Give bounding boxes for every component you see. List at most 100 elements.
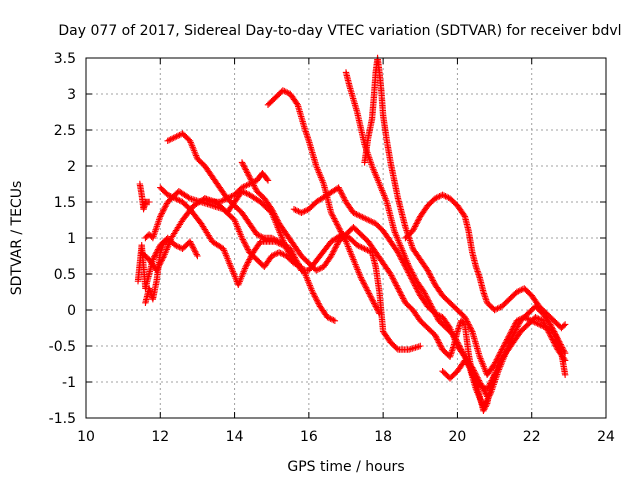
data-point [243,182,250,189]
grid-layer [86,58,606,418]
data-point [429,306,437,313]
data-point [369,297,376,304]
data-point [516,287,524,294]
data-point [174,243,182,250]
data-point [325,314,333,322]
data-point [452,336,460,343]
data-point [288,248,295,255]
data-point [170,134,177,142]
data-point [242,263,249,270]
data-point [433,313,440,320]
data-point [459,349,466,356]
data-point [328,251,336,258]
data-point [246,256,253,263]
data-point [340,234,347,241]
y-tick-label: -0.5 [49,339,76,355]
y-tick-label: 2 [67,159,76,175]
data-point [162,203,169,210]
data-point [330,215,338,222]
data-point [532,319,540,327]
data-point [468,366,475,374]
data-marks [134,54,569,414]
data-point [506,332,513,339]
data-point [366,291,373,299]
data-point [240,162,247,169]
data-point [515,316,522,324]
data-point [423,294,431,301]
data-point [185,194,192,201]
data-point [239,236,246,243]
data-point [362,284,370,291]
data-point [465,321,472,328]
data-point [400,295,407,302]
data-point [247,253,255,260]
data-point [161,204,168,211]
data-point [164,137,171,144]
data-point [336,185,343,193]
data-point [504,336,511,343]
series-track-4 [142,238,171,306]
data-point [355,242,362,250]
data-point [481,404,489,412]
data-point [171,242,179,249]
data-point [176,197,183,204]
data-point [241,182,249,190]
y-tick-label: 2.5 [54,123,76,139]
data-point [415,216,422,223]
data-point [467,325,474,332]
data-point [310,290,317,297]
data-point [457,344,464,352]
data-point [330,248,337,255]
data-point [534,320,541,327]
data-point [442,193,449,200]
data-point [515,288,522,295]
data-point [509,324,517,332]
data-point [426,270,433,277]
data-point [193,251,200,258]
data-point [173,195,180,203]
data-point [392,280,399,288]
data-point [336,226,344,234]
data-point [275,249,283,256]
data-point [275,238,283,245]
data-point [505,333,512,340]
data-point [394,285,402,292]
data-point [244,260,251,268]
data-point [330,213,337,221]
data-point [428,275,436,283]
data-point [561,355,568,363]
data-point [166,192,173,199]
data-point [263,176,271,183]
data-point [207,198,214,205]
data-point [432,311,440,319]
data-point [431,195,439,202]
x-tick-label: 20 [449,429,467,445]
data-point [174,132,182,139]
data-point [258,233,265,240]
data-point [331,317,339,324]
data-point [271,251,278,258]
data-point [278,250,286,258]
y-tick-label: 3 [67,87,76,103]
x-tick-label: 24 [597,429,615,445]
series-track-2 [136,180,153,213]
data-point [292,255,299,263]
data-point [243,167,250,175]
data-point [220,196,228,204]
data-point [301,208,308,215]
data-point [264,177,272,184]
data-point [461,314,469,321]
data-point [225,194,232,201]
data-point [331,245,339,252]
data-point [278,239,286,247]
data-point [287,245,294,252]
data-point [425,297,432,304]
data-point [544,326,551,333]
data-point [365,247,373,255]
data-point [242,242,249,249]
data-point [425,268,432,276]
x-tick-label: 14 [226,429,244,445]
data-point [455,342,463,349]
data-point [428,304,436,312]
data-point [314,298,321,306]
